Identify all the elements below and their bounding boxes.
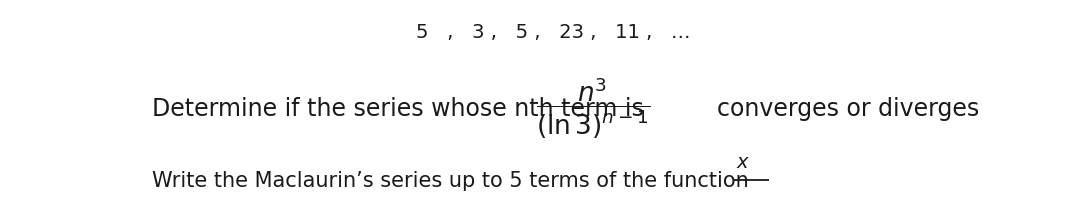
Text: Determine if the series whose nth term is: Determine if the series whose nth term i… (151, 97, 644, 121)
Text: $x$: $x$ (735, 153, 751, 172)
Text: $\dfrac{n^3}{(\ln 3)^{n-1}}$: $\dfrac{n^3}{(\ln 3)^{n-1}}$ (537, 76, 651, 141)
Text: Write the Maclaurin’s series up to 5 terms of the function: Write the Maclaurin’s series up to 5 ter… (151, 171, 748, 191)
Text: converges or diverges: converges or diverges (717, 97, 978, 121)
Text: 5   ,   3 ,   5 ,   23 ,   11 ,   …: 5 , 3 , 5 , 23 , 11 , … (416, 23, 691, 42)
